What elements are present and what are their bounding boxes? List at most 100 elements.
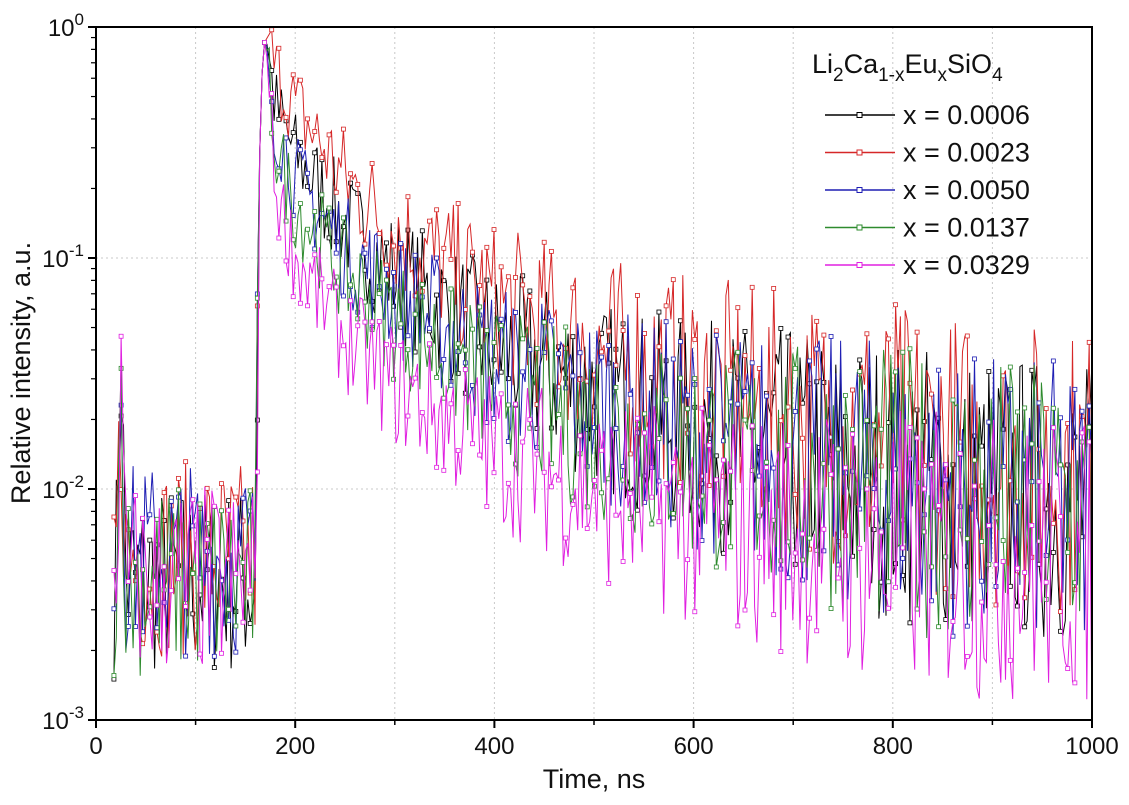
series-point — [498, 391, 504, 397]
series-point — [1079, 408, 1085, 414]
series-point — [1058, 514, 1063, 520]
series-point — [384, 262, 389, 268]
series-point — [914, 435, 920, 441]
legend-title: Li2Ca1-xEuxSiO4 — [812, 49, 1003, 86]
series-point — [620, 559, 626, 564]
series-point — [556, 477, 561, 483]
series-point — [606, 328, 612, 334]
series-point — [147, 512, 153, 518]
series-point — [333, 189, 339, 195]
series-point — [950, 397, 956, 403]
series-point — [448, 286, 454, 292]
series-line — [113, 40, 1093, 657]
series-point — [735, 305, 741, 311]
series-point — [348, 282, 353, 288]
series-point — [477, 452, 483, 458]
legend-swatch-marker — [856, 224, 863, 231]
series-point — [161, 600, 167, 605]
series-point — [505, 274, 511, 280]
series-point — [570, 285, 576, 291]
series-point — [305, 226, 310, 232]
x-ticks: 0 200 400 600 800 1000 — [89, 720, 1119, 760]
series-point — [728, 367, 734, 373]
legend: Li2Ca1-xEuxSiO4 x = 0.0006 x = 0.0023 x = 0… — [812, 49, 1030, 280]
series-point — [986, 562, 992, 567]
series-point — [735, 623, 741, 629]
series-point — [341, 293, 346, 299]
series-point — [807, 535, 812, 541]
series-point — [713, 564, 719, 570]
series-point — [756, 365, 762, 371]
series-point — [871, 506, 877, 512]
series-point — [570, 373, 576, 379]
series-point — [721, 520, 726, 525]
series-point — [247, 621, 253, 626]
series-point — [993, 602, 999, 608]
series-point — [434, 207, 440, 213]
series-point — [455, 370, 461, 376]
series-point — [742, 328, 748, 334]
series-point — [484, 327, 490, 333]
series-point — [1015, 409, 1020, 415]
series-point — [434, 374, 440, 380]
series-point — [462, 347, 468, 353]
series-point — [190, 523, 196, 529]
series-point — [369, 319, 375, 325]
series-point — [986, 369, 992, 374]
series-point — [799, 577, 805, 583]
series-point — [943, 586, 949, 592]
series-point — [548, 425, 554, 431]
series-point — [520, 369, 526, 375]
series-point — [663, 481, 669, 487]
series-point — [204, 521, 210, 526]
series-point — [111, 568, 117, 573]
series-point — [161, 564, 167, 570]
series-point — [305, 183, 310, 189]
series-point — [685, 557, 691, 563]
series-point — [785, 539, 791, 545]
series-point — [577, 433, 583, 439]
series-point — [764, 393, 769, 399]
series-point — [613, 425, 619, 431]
legend-label: x = 0.0137 — [903, 213, 1030, 243]
series-point — [663, 358, 669, 364]
series-point — [477, 283, 483, 289]
series-point — [219, 650, 224, 656]
series-point — [484, 244, 490, 250]
series-point — [814, 318, 820, 324]
series-point — [670, 511, 676, 516]
series-point — [635, 415, 640, 421]
series-point — [871, 486, 877, 491]
series-point — [427, 325, 432, 331]
series-point — [183, 459, 189, 465]
series-point — [405, 413, 411, 419]
series-point — [900, 555, 906, 561]
series-point — [893, 369, 898, 375]
series-point — [1072, 587, 1078, 593]
series-point — [498, 316, 504, 322]
series-point — [176, 576, 181, 582]
series-point — [398, 321, 404, 327]
series-point — [1086, 439, 1092, 445]
series-point — [649, 521, 655, 527]
series-point — [556, 344, 561, 350]
series-point — [792, 491, 798, 497]
series-point — [964, 536, 970, 542]
series-point — [262, 40, 267, 45]
series-point — [1050, 550, 1056, 555]
series-point — [226, 507, 232, 513]
series-point — [498, 264, 504, 270]
series-point — [821, 332, 827, 338]
series-point — [527, 417, 533, 423]
series-point — [1058, 415, 1063, 421]
series-point — [821, 461, 827, 467]
series-point — [713, 477, 719, 483]
series-point — [842, 393, 848, 398]
series-point — [147, 604, 153, 610]
series-point — [1000, 559, 1006, 564]
series-point — [850, 431, 855, 437]
series-point — [398, 241, 404, 246]
series-point — [391, 270, 397, 275]
series-point — [1065, 666, 1071, 671]
series-point — [929, 461, 934, 467]
